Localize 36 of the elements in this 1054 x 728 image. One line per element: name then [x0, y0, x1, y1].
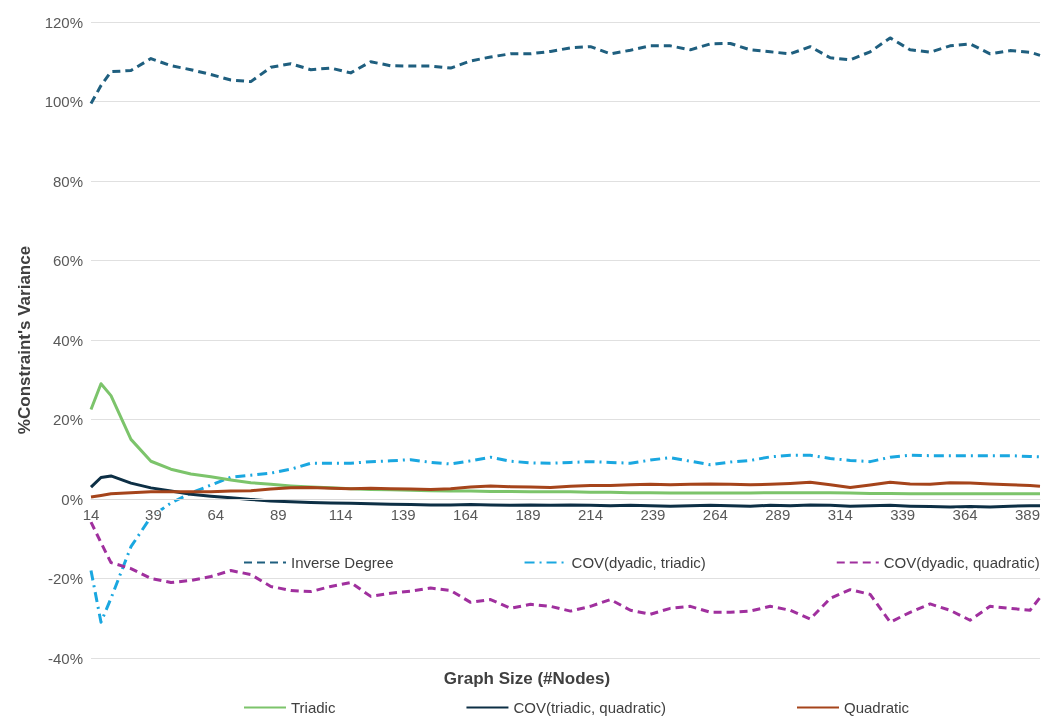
- x-tick-label: 64: [207, 506, 225, 523]
- line-series: [89, 474, 1042, 509]
- x-tick-label: 89: [269, 506, 287, 523]
- y-tick-label: 120%: [44, 13, 83, 31]
- legend-label: Quadratic: [844, 699, 910, 716]
- line-series: [89, 36, 1042, 105]
- legend-label: Inverse Degree: [291, 554, 394, 571]
- legend-label: COV(dyadic, quadratic): [883, 554, 1040, 571]
- line-series: [89, 480, 1042, 499]
- x-tick-label: 339: [890, 506, 916, 523]
- x-tick-label: 314: [827, 506, 853, 523]
- legend-label: COV(dyadic, triadic): [571, 554, 706, 571]
- y-tick-label: 40%: [52, 331, 83, 349]
- x-tick-label: 289: [765, 506, 791, 523]
- x-tick-label: 264: [702, 506, 728, 523]
- x-tick-label: 364: [952, 506, 978, 523]
- y-tick-label: 100%: [44, 93, 83, 110]
- x-tick-label: 164: [453, 506, 479, 523]
- y-tick-label: 80%: [52, 172, 83, 190]
- x-tick-label: 189: [515, 506, 541, 523]
- y-tick-label: -40%: [47, 649, 83, 667]
- y-tick-label: 20%: [52, 411, 83, 428]
- line-series: [89, 520, 1042, 624]
- y-tick-label: 60%: [52, 252, 83, 269]
- y-tick-label: 0%: [61, 490, 83, 508]
- legend-label: Triadic: [291, 699, 336, 716]
- x-tick-label: 214: [577, 506, 603, 523]
- x-tick-label: 389: [1015, 506, 1041, 523]
- legend-label: COV(triadic, quadratic): [513, 699, 667, 716]
- x-axis-title: Graph Size (#Nodes): [443, 669, 611, 688]
- x-tick-label: 239: [640, 506, 666, 523]
- y-tick-label: -20%: [47, 570, 83, 587]
- x-tick-label: 114: [328, 506, 353, 523]
- y-axis-title: %Constraint's Variance: [15, 245, 34, 435]
- x-tick-label: 14: [82, 506, 100, 523]
- x-tick-label: 139: [390, 506, 416, 523]
